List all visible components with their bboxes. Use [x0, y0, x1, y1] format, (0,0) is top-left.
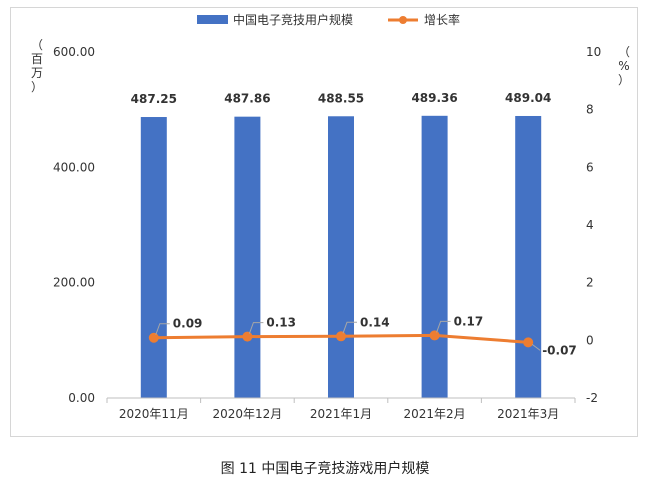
growth-value-label: 0.17: [454, 314, 484, 328]
bar-value-label: 488.55: [318, 91, 364, 105]
combo-chart: 中国电子竞技用户规模 增长率（百万）（%）0.00200.00400.00600.…: [31, 12, 630, 421]
y-left-unit-char: 万: [31, 66, 43, 80]
legend-line-label: 增长率: [424, 12, 460, 27]
growth-label-leader: [342, 321, 357, 334]
y-left-unit-char: （: [31, 38, 43, 52]
y-right-unit-char: %: [618, 59, 629, 73]
y-right-tick-label: 0: [586, 333, 594, 347]
bar-value-label: 489.04: [505, 91, 551, 105]
bar: [328, 116, 354, 398]
y-left-tick-label: 400.00: [53, 160, 95, 174]
y-right-tick-label: 10: [586, 45, 601, 59]
x-tick-label: 2021年1月: [310, 407, 372, 421]
bar: [234, 116, 261, 399]
y-right-tick-label: 4: [586, 218, 594, 232]
y-right-unit-char: （: [618, 45, 630, 59]
growth-value-label: 0.09: [173, 317, 203, 331]
x-tick-label: 2021年3月: [497, 407, 559, 421]
growth-value-label: 0.13: [266, 316, 296, 330]
bar: [515, 115, 542, 398]
y-right-tick-label: 6: [586, 160, 594, 174]
bar-value-label: 489.36: [411, 91, 457, 105]
y-right-unit-char: ）: [618, 73, 630, 87]
y-left-tick-label: 600.00: [53, 45, 95, 59]
x-tick-label: 2020年12月: [212, 407, 282, 421]
y-left-tick-label: 0.00: [68, 391, 95, 405]
y-left-tick-label: 200.00: [53, 276, 95, 290]
bar: [140, 117, 167, 398]
y-right-tick-label: 8: [586, 103, 594, 117]
growth-point: [523, 337, 534, 348]
y-left-unit-char: 百: [31, 52, 43, 66]
growth-label-leader: [248, 322, 264, 334]
bar: [421, 115, 448, 398]
legend-line-marker: [399, 16, 407, 24]
legend-bar-swatch: [197, 15, 228, 24]
growth-label-leader: [155, 323, 170, 335]
growth-point: [148, 332, 159, 343]
growth-label-leader: [436, 320, 451, 333]
figure-caption: 图 11 中国电子竞技游戏用户规模: [220, 461, 430, 477]
bar-value-label: 487.25: [131, 92, 177, 106]
growth-value-label: -0.07: [542, 343, 577, 357]
growth-label-leader: [531, 343, 541, 351]
growth-value-label: 0.14: [360, 315, 390, 329]
legend-bar-label: 中国电子竞技用户规模: [233, 12, 353, 27]
y-left-unit-char: ）: [31, 80, 43, 94]
y-right-tick-label: 2: [586, 276, 594, 290]
growth-point: [336, 331, 346, 342]
growth-point: [429, 330, 440, 341]
y-right-tick-label: -2: [586, 391, 598, 405]
x-tick-label: 2021年2月: [404, 407, 466, 421]
growth-point: [242, 331, 253, 342]
bar-value-label: 487.86: [224, 92, 270, 106]
x-tick-label: 2020年11月: [119, 407, 189, 421]
